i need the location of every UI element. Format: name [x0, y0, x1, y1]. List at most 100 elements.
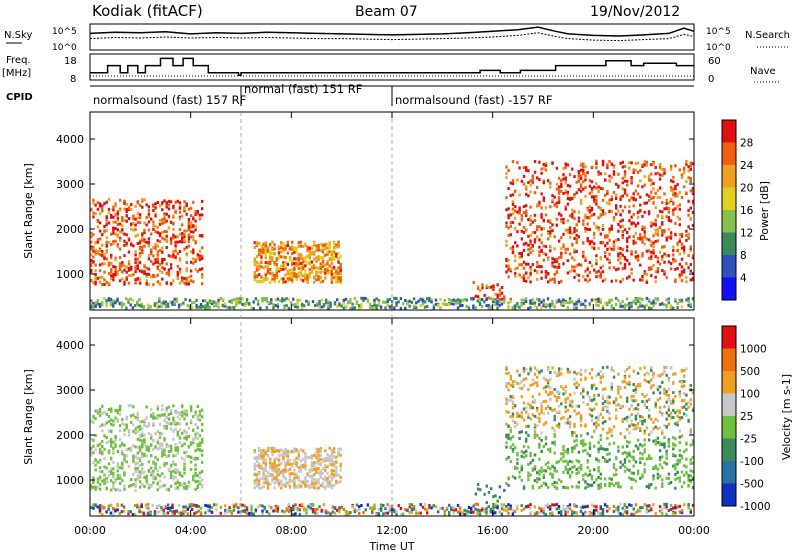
heatmap-cell [593, 468, 596, 472]
heatmap-cell [557, 422, 561, 426]
heatmap-cell [288, 478, 292, 482]
heatmap-cell [505, 225, 508, 228]
heatmap-cell [439, 306, 442, 310]
heatmap-cell [634, 241, 638, 245]
heatmap-cell [551, 408, 554, 412]
heatmap-cell [647, 433, 651, 437]
heatmap-cell [643, 429, 646, 433]
heatmap-cell [152, 227, 155, 231]
heatmap-cell [163, 461, 166, 465]
heatmap-cell [123, 282, 126, 286]
heatmap-cell [253, 271, 256, 274]
heatmap-cell [132, 472, 135, 476]
heatmap-cell [317, 277, 320, 281]
heatmap-cell [562, 173, 565, 177]
heatmap-cell [136, 411, 139, 415]
heatmap-cell [162, 300, 165, 303]
heatmap-cell [103, 270, 106, 274]
heatmap-cell [536, 264, 539, 268]
heatmap-cell [304, 269, 307, 273]
heatmap-cell [509, 224, 512, 228]
heatmap-cell [291, 247, 294, 251]
heatmap-cell [669, 188, 673, 192]
heatmap-cell [604, 459, 607, 463]
heatmap-cell [584, 480, 587, 484]
heatmap-cell [601, 366, 605, 370]
heatmap-cell [156, 414, 159, 418]
heatmap-cell [577, 263, 581, 267]
heatmap-cell [275, 470, 278, 474]
heatmap-cell [571, 212, 574, 216]
heatmap-cell [553, 434, 556, 438]
heatmap-cell [575, 240, 578, 244]
heatmap-cell [689, 303, 692, 307]
heatmap-cell [197, 305, 200, 309]
heatmap-cell [652, 371, 655, 375]
heatmap-cell [163, 230, 166, 233]
heatmap-cell [507, 411, 510, 414]
heatmap-cell [689, 216, 692, 220]
heatmap-cell [114, 434, 117, 438]
heatmap-cell [568, 393, 572, 397]
heatmap-cell [606, 460, 609, 463]
heatmap-cell [185, 204, 188, 208]
heatmap-cell [291, 280, 294, 284]
heatmap-cell [621, 224, 624, 228]
heatmap-cell [588, 261, 592, 264]
heatmap-cell [125, 243, 128, 247]
heatmap-cell [183, 466, 186, 470]
heatmap-cell [317, 457, 320, 460]
heatmap-cell [382, 300, 385, 304]
heatmap-cell [313, 266, 316, 270]
heatmap-cell [533, 231, 537, 234]
heatmap-cell [165, 461, 168, 465]
heatmap-cell [647, 174, 651, 178]
heatmap-cell [601, 211, 605, 215]
heatmap-cell [281, 299, 284, 303]
heatmap-cell [103, 202, 106, 206]
heatmap-cell [652, 196, 655, 200]
heatmap-cell [194, 219, 197, 223]
heatmap-cell [555, 257, 559, 261]
heatmap-cell [599, 485, 602, 489]
heatmap-cell [154, 202, 157, 206]
heatmap-cell [573, 236, 576, 240]
heatmap-cell [134, 253, 137, 257]
heatmap-cell [194, 213, 197, 216]
heatmap-cell [315, 451, 318, 454]
heatmap-cell [181, 474, 184, 478]
heatmap-cell [617, 229, 620, 233]
heatmap-cell [514, 241, 517, 245]
heatmap-cell [597, 423, 600, 427]
heatmap-cell [373, 306, 376, 310]
heatmap-cell [606, 301, 609, 305]
heatmap-cell [114, 227, 117, 230]
heatmap-cell [628, 374, 631, 378]
heatmap-cell [129, 297, 132, 301]
heatmap-cell [194, 258, 197, 262]
heatmap-cell [579, 378, 583, 382]
heatmap-cell [547, 485, 550, 489]
heatmap-cell [601, 416, 605, 420]
heatmap-cell [321, 459, 325, 463]
heatmap-cell [503, 488, 506, 492]
heatmap-cell [150, 232, 153, 236]
heatmap-cell [604, 251, 607, 255]
heatmap-cell [588, 216, 592, 220]
heatmap-cell [96, 444, 100, 448]
heatmap-cell [474, 294, 478, 298]
heatmap-cell [636, 161, 640, 165]
heatmap-cell [351, 302, 354, 306]
heatmap-cell [185, 422, 188, 426]
heatmap-cell [529, 266, 532, 269]
heatmap-cell [579, 423, 583, 427]
heatmap-cell [258, 262, 261, 266]
heatmap-cell [328, 271, 331, 275]
heatmap-cell [286, 453, 289, 457]
heatmap-cell [169, 476, 173, 480]
heatmap-cell [667, 235, 671, 239]
heatmap-cell [112, 205, 115, 209]
heatmap-cell [652, 303, 655, 307]
heatmap-cell [564, 165, 567, 169]
heatmap-cell [138, 241, 142, 245]
